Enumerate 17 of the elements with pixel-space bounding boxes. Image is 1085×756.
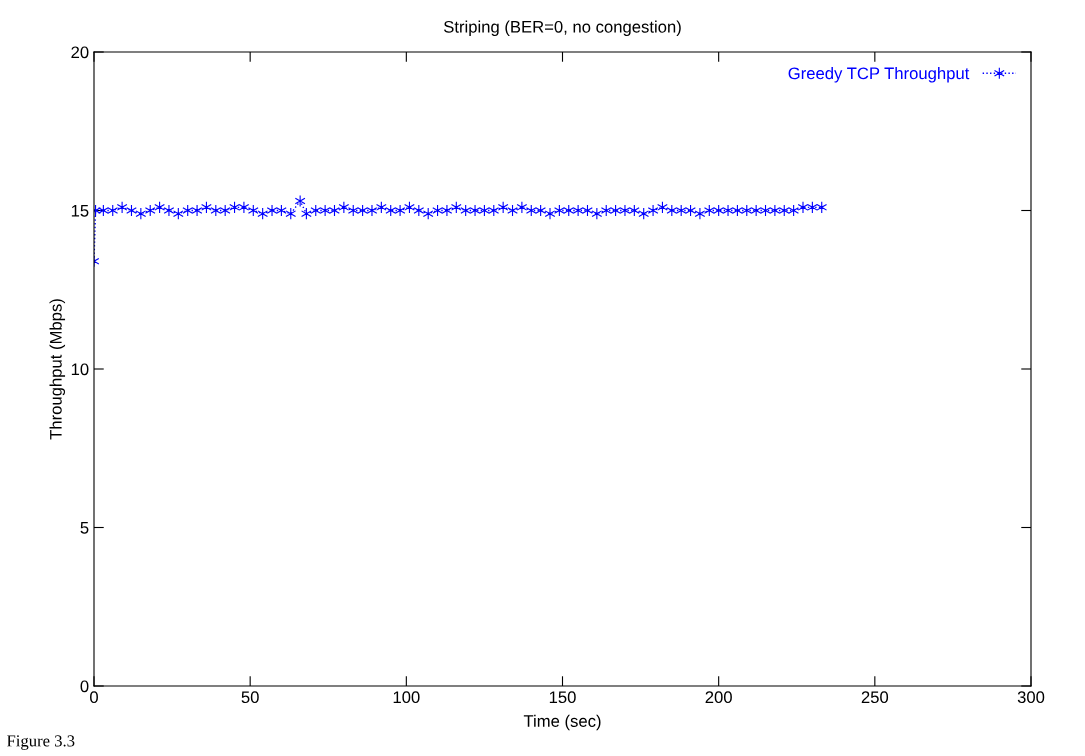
y-tick-label: 10 <box>71 363 89 376</box>
chart-title: Striping (BER=0, no congestion) <box>443 20 681 37</box>
x-tick-label: 0 <box>90 691 98 704</box>
y-tick-label: 5 <box>80 522 89 534</box>
x-tick-label: 100 <box>393 691 420 704</box>
x-tick-label: 50 <box>241 691 259 704</box>
x-axis-title: Time (sec) <box>523 714 601 731</box>
caption: Figure 3.3 <box>6 735 75 750</box>
y-tick-label: 15 <box>71 205 89 217</box>
x-tick-label: 150 <box>549 691 576 704</box>
x-tick-label: 300 <box>1017 691 1045 704</box>
legend-label: Greedy TCP Throughput <box>788 67 970 83</box>
x-tick-label: 250 <box>861 691 889 704</box>
x-tick-label: 200 <box>705 691 732 704</box>
y-tick-label: 20 <box>71 46 89 59</box>
y-tick-label: 0 <box>80 680 89 693</box>
y-axis-title: Throughput (Mbps) <box>49 299 66 440</box>
